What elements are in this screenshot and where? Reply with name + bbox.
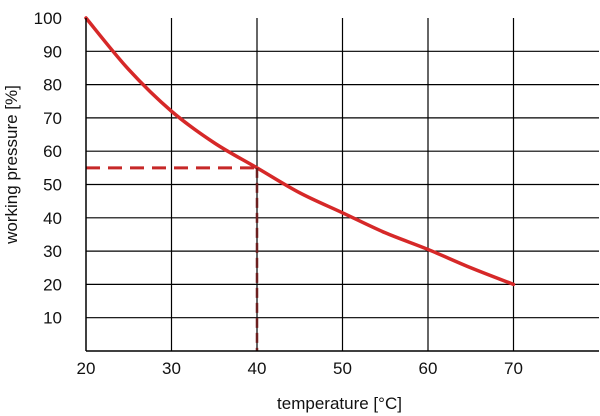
grid xyxy=(86,18,599,351)
x-tick-label-30: 30 xyxy=(162,359,181,378)
y-tick-label-50: 50 xyxy=(43,176,62,195)
y-tick-label-80: 80 xyxy=(43,76,62,95)
plot-frame xyxy=(85,18,599,352)
y-tick-label-60: 60 xyxy=(43,142,62,161)
tick-labels: 20 30 40 50 60 70 10 20 30 40 50 60 70 80 90 100 xyxy=(34,9,523,378)
x-tick-label-20: 20 xyxy=(77,359,96,378)
x-tick-label-70: 70 xyxy=(504,359,523,378)
y-tick-label-20: 20 xyxy=(43,275,62,294)
x-tick-label-60: 60 xyxy=(419,359,438,378)
y-tick-label-40: 40 xyxy=(43,209,62,228)
series-line-0 xyxy=(84,16,516,287)
x-tick-label-40: 40 xyxy=(248,359,267,378)
x-tick-label-50: 50 xyxy=(333,359,352,378)
y-tick-label-90: 90 xyxy=(43,42,62,61)
y-tick-label-100: 100 xyxy=(34,9,62,28)
y-axis-label: working pressure [%] xyxy=(2,85,21,245)
series-layer xyxy=(84,16,516,287)
y-tick-label-10: 10 xyxy=(43,309,62,328)
x-axis-label: temperature [°C] xyxy=(277,394,402,413)
reference-lines xyxy=(86,166,259,351)
y-tick-label-70: 70 xyxy=(43,109,62,128)
y-tick-label-30: 30 xyxy=(43,242,62,261)
